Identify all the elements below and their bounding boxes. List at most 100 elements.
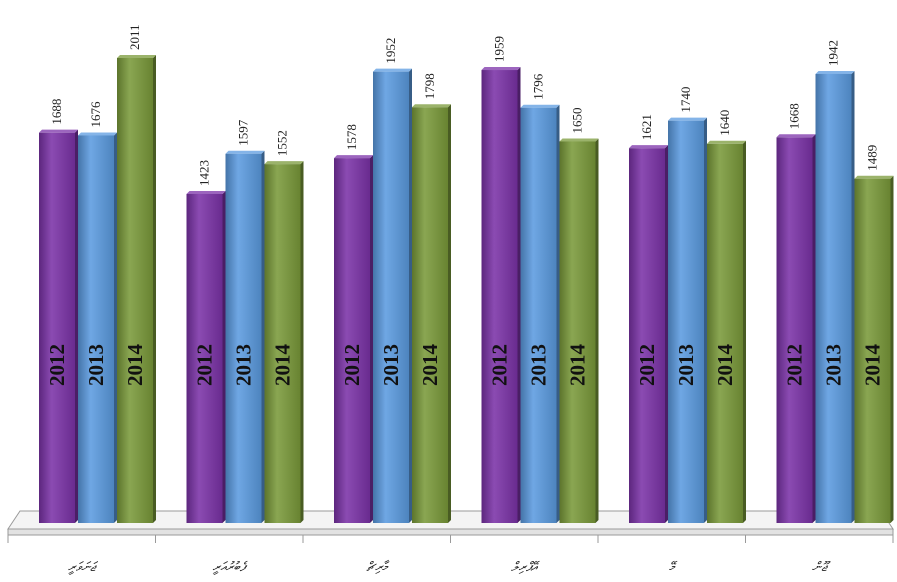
data-label: 1489 — [865, 145, 880, 171]
bar-2014-3: 2014 — [412, 104, 451, 523]
bar-year-label: 2014 — [566, 344, 590, 387]
data-label: 1552 — [275, 130, 290, 156]
bar-year-label: 2013 — [674, 344, 698, 386]
bar-top — [39, 129, 78, 133]
bar-top — [776, 134, 816, 138]
bar-year-label: 2014 — [123, 344, 147, 387]
bar-top — [559, 138, 599, 142]
bar-2012-2: 2012 — [186, 190, 226, 523]
bar-front — [373, 71, 409, 524]
bar-year-label: 2012 — [783, 344, 807, 386]
bar-top — [334, 155, 373, 159]
bar-side — [370, 155, 373, 523]
bar-top — [412, 104, 451, 108]
bar-front — [334, 158, 370, 523]
category-label: އޭޕްރިލް — [511, 560, 540, 575]
bar-front — [854, 178, 891, 523]
bar-front — [707, 143, 743, 523]
bar-front — [225, 153, 262, 523]
value-labels: 1688 1676 2011 1423 1597 1552 1578 1952 1798 1959… — [49, 24, 880, 185]
bar-side — [851, 70, 855, 524]
bar-2012-3: 2012 — [334, 155, 373, 523]
bar-side — [812, 134, 816, 524]
bar-year-label: 2012 — [635, 344, 659, 386]
bar-side — [153, 55, 156, 523]
bar-2013-2: 2013 — [225, 150, 265, 523]
bar-top — [225, 150, 265, 154]
bar-top — [707, 140, 746, 144]
bar-2014-4: 2014 — [559, 138, 599, 524]
bar-2013-5: 2013 — [668, 117, 707, 524]
bar-top — [815, 70, 855, 74]
data-label: 1578 — [344, 124, 359, 150]
bar-side — [75, 129, 78, 524]
data-label: 2011 — [127, 24, 142, 50]
data-label: 1740 — [678, 87, 693, 113]
bar-2013-1: 2013 — [78, 132, 117, 523]
bar-year-label: 2014 — [418, 344, 442, 387]
x-axis: ޖަނަވަރީ ފެބުރުއަރީ މާރިޗް އޭޕްރިލް މޭ ޖޫން — [7, 535, 894, 575]
category-label: ޖޫން — [812, 560, 831, 575]
bar-2013-3: 2013 — [373, 68, 412, 524]
bar-front — [78, 135, 114, 523]
data-label: 1640 — [717, 110, 732, 136]
bar-year-label: 2012 — [340, 344, 364, 386]
bar-top — [481, 67, 521, 71]
bar-2014-2: 2014 — [264, 161, 304, 523]
category-label: ފެބުރުއަރީ — [212, 560, 248, 575]
bar-side — [890, 175, 894, 523]
bar-front — [186, 193, 223, 523]
bar-2014-5: 2014 — [707, 140, 746, 523]
bar-front — [520, 107, 557, 523]
bar-top — [264, 161, 304, 165]
data-label: 1796 — [531, 73, 546, 100]
bar-top — [854, 175, 894, 179]
data-label: 1597 — [236, 119, 251, 146]
bar-front — [117, 58, 153, 523]
data-label: 1942 — [826, 40, 841, 66]
bar-top — [373, 68, 412, 72]
bar-front — [481, 70, 518, 524]
bar-side — [222, 190, 226, 523]
bar-top — [78, 132, 117, 136]
bar-front — [668, 120, 704, 524]
bar-side — [300, 161, 304, 523]
data-label: 1959 — [492, 36, 507, 62]
bar-2013-6: 2013 — [815, 70, 855, 524]
bar-year-label: 2013 — [232, 344, 256, 386]
bar-front — [559, 141, 596, 523]
data-label: 1423 — [197, 160, 212, 186]
bar-front — [264, 164, 301, 523]
bar-side — [517, 67, 521, 524]
bar-side — [743, 140, 746, 523]
bar-front — [815, 73, 852, 524]
bar-top — [117, 55, 156, 58]
bar-2012-5: 2012 — [629, 145, 668, 523]
bar-top — [520, 104, 560, 108]
bar-2012-4: 2012 — [481, 67, 521, 524]
bar-year-label: 2014 — [713, 344, 737, 387]
bar-year-label: 2014 — [861, 344, 885, 387]
bar-side — [114, 132, 117, 523]
bar-2012-6: 2012 — [776, 134, 816, 524]
category-label: މޭ — [669, 560, 678, 575]
data-label: 1798 — [422, 73, 437, 99]
data-label: 1621 — [639, 114, 654, 140]
bar-year-label: 2012 — [45, 344, 69, 386]
data-label: 1952 — [383, 38, 398, 64]
category-label: ޖަނަވަރީ — [68, 560, 99, 575]
bar-2012-1: 2012 — [39, 129, 78, 524]
bar-2014-6: 2014 — [854, 175, 894, 523]
bar-side — [704, 117, 707, 524]
bar-side — [595, 138, 599, 524]
data-label: 1668 — [787, 103, 802, 129]
bar-year-label: 2012 — [193, 344, 217, 386]
data-label: 1688 — [49, 99, 64, 125]
category-label: މާރިޗް — [366, 559, 390, 575]
bar-year-label: 2014 — [271, 344, 295, 387]
bars-group: 2012 2013 2014 2012 2013 2014 2012 2013 2014 2012… — [39, 55, 894, 524]
bar-side — [409, 68, 412, 524]
bar-top — [186, 190, 226, 194]
bar-year-label: 2013 — [822, 344, 846, 386]
